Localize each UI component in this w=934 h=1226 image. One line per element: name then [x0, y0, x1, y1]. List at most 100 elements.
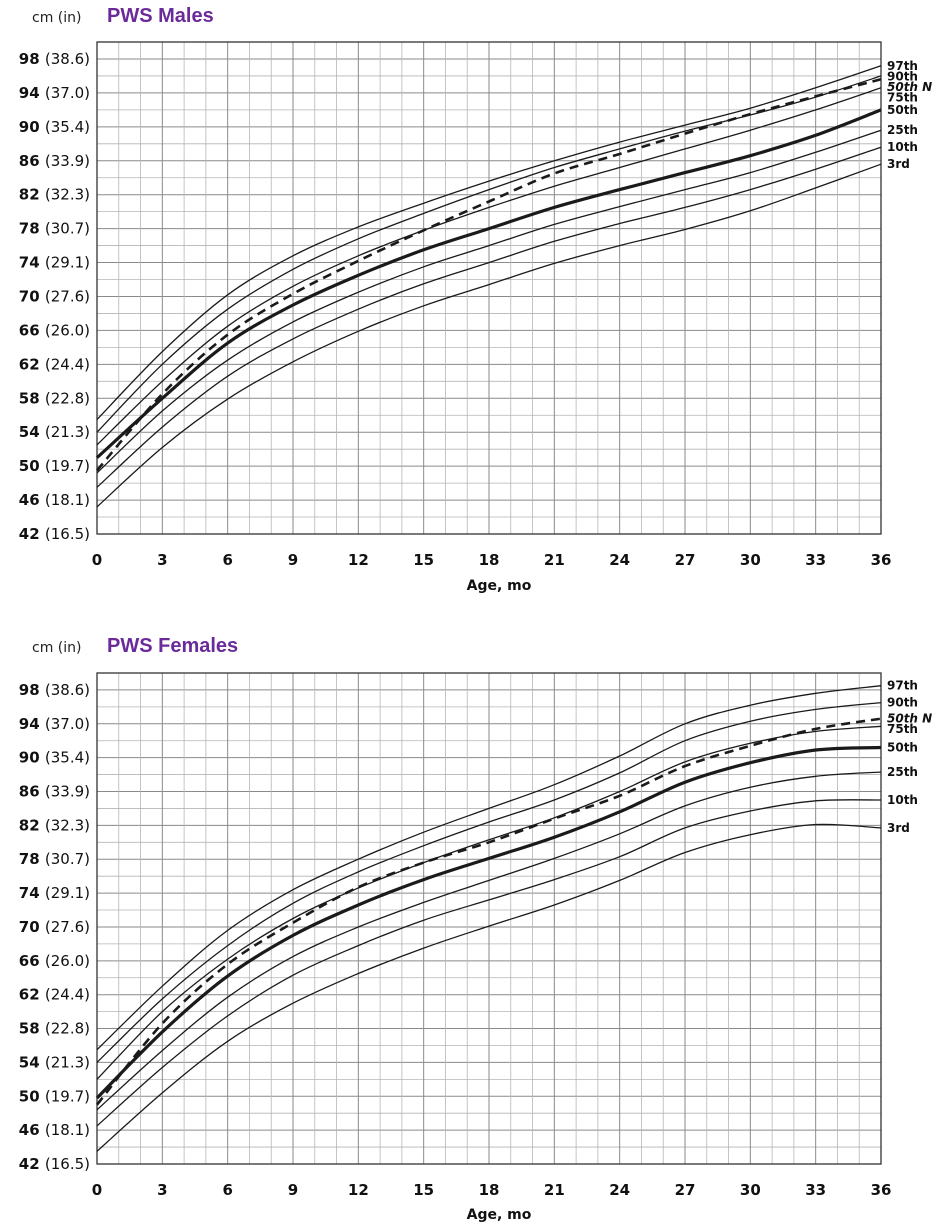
series-label: 97th — [887, 679, 918, 693]
series-line-50th-n — [96, 78, 882, 472]
y-tick-label: 98 (38.6) — [19, 681, 90, 699]
x-tick-label: 27 — [675, 551, 696, 569]
unit-label: cm (in) — [32, 640, 81, 656]
y-tick-label: 86 (33.9) — [19, 152, 90, 170]
y-tick-label: 90 (35.4) — [19, 749, 90, 767]
y-tick-label: 66 (26.0) — [19, 321, 90, 339]
series-line-90th — [96, 75, 882, 433]
series-label: 75th — [887, 90, 918, 104]
y-tick-label: 46 (18.1) — [19, 491, 90, 509]
chart-males: cm (in) PWS Males 98 (38.6) 94 (37.0) 90 (35… — [19, 5, 932, 594]
series-label: 50th — [887, 103, 918, 117]
x-tick-label: 9 — [288, 1181, 298, 1199]
grid — [96, 672, 882, 1165]
y-tick-label: 82 (32.3) — [19, 186, 90, 204]
y-tick-label: 98 (38.6) — [19, 50, 90, 68]
y-tick-label: 94 (37.0) — [19, 715, 90, 733]
plot-frame — [96, 41, 882, 535]
series-label: 50th N — [887, 712, 932, 726]
series-line-50th-n — [95, 717, 882, 1106]
x-tick-label: 36 — [871, 1181, 892, 1199]
x-tick-label: 21 — [544, 551, 565, 569]
grid — [96, 41, 882, 535]
series-line-25th — [96, 771, 882, 1111]
x-tick-label: 27 — [675, 1181, 696, 1199]
x-tick-label: 24 — [609, 551, 630, 569]
y-tick-label: 62 (24.4) — [19, 355, 90, 373]
y-tick-label: 54 (21.3) — [19, 423, 90, 441]
series-label: 97th — [887, 59, 918, 73]
x-tick-label: 36 — [871, 551, 892, 569]
x-tick-label: 12 — [348, 551, 369, 569]
y-tick-label: 42 (16.5) — [19, 525, 90, 543]
y-tick-label: 50 (19.7) — [19, 1087, 90, 1105]
y-tick-label: 82 (32.3) — [19, 816, 90, 834]
y-tick-label: 74 (29.1) — [19, 254, 90, 272]
x-tick-label: 18 — [479, 551, 500, 569]
series-line-10th — [96, 146, 882, 488]
unit-label: cm (in) — [32, 10, 81, 26]
series-line-25th — [96, 129, 882, 474]
y-tick-label: 94 (37.0) — [19, 84, 90, 102]
series-line-97th — [96, 65, 882, 420]
y-tick-label: 78 (30.7) — [19, 850, 90, 868]
series-line-75th — [96, 725, 882, 1080]
x-tick-label: 0 — [92, 551, 102, 569]
series-line-50th — [95, 108, 882, 459]
x-tick-label: 33 — [805, 551, 826, 569]
series-line-97th — [96, 685, 882, 1051]
series-lines — [95, 65, 882, 508]
series-line-3rd — [96, 823, 882, 1152]
series-label: 25th — [887, 123, 918, 137]
x-axis-label: Age, mo — [467, 1207, 532, 1223]
chart-females: cm (in) PWS Females 98 (38.6) 94 (37.0) 90 (… — [19, 635, 932, 1223]
series-label: 75th — [887, 722, 918, 736]
x-tick-label: 9 — [288, 551, 298, 569]
y-tick-label: 86 (33.9) — [19, 783, 90, 801]
y-tick-label: 70 (27.6) — [19, 287, 90, 305]
x-tick-label: 24 — [609, 1181, 630, 1199]
y-tick-label: 78 (30.7) — [19, 220, 90, 238]
series-line-10th — [96, 799, 882, 1127]
series-line-75th — [96, 87, 882, 446]
y-tick-label: 74 (29.1) — [19, 884, 90, 902]
chart-title: PWS Males — [107, 5, 214, 27]
series-label: 90th — [887, 696, 918, 710]
x-tick-label: 18 — [479, 1181, 500, 1199]
series-label: 10th — [887, 793, 918, 807]
x-tick-label: 15 — [413, 1181, 434, 1199]
y-tick-label: 46 (18.1) — [19, 1121, 90, 1139]
series-label: 25th — [887, 765, 918, 779]
plot-frame — [96, 672, 882, 1165]
x-tick-label: 30 — [740, 551, 761, 569]
x-tick-label: 6 — [222, 551, 232, 569]
series-label: 3rd — [887, 821, 910, 835]
y-tick-label: 50 (19.7) — [19, 457, 90, 475]
x-axis-label: Age, mo — [467, 578, 532, 594]
x-tick-label: 3 — [157, 1181, 167, 1199]
y-tick-label: 58 (22.8) — [19, 1020, 90, 1038]
x-tick-label: 30 — [740, 1181, 761, 1199]
y-tick-label: 58 (22.8) — [19, 389, 90, 407]
y-tick-label: 62 (24.4) — [19, 986, 90, 1004]
x-tick-label: 15 — [413, 551, 434, 569]
series-line-3rd — [96, 163, 882, 508]
y-tick-label: 70 (27.6) — [19, 918, 90, 936]
series-label: 50th N — [887, 80, 932, 94]
series-line-90th — [96, 701, 882, 1063]
series-label: 50th — [887, 740, 918, 754]
x-tick-label: 33 — [805, 1181, 826, 1199]
y-tick-label: 66 (26.0) — [19, 952, 90, 970]
series-line-50th — [95, 745, 882, 1100]
series-label: 10th — [887, 140, 918, 154]
x-tick-label: 3 — [157, 551, 167, 569]
x-tick-label: 6 — [222, 1181, 232, 1199]
x-tick-label: 0 — [92, 1181, 102, 1199]
y-tick-label: 90 (35.4) — [19, 118, 90, 136]
x-tick-label: 21 — [544, 1181, 565, 1199]
x-tick-label: 12 — [348, 1181, 369, 1199]
chart-title: PWS Females — [107, 635, 238, 657]
y-tick-label: 42 (16.5) — [19, 1155, 90, 1173]
y-tick-label: 54 (21.3) — [19, 1053, 90, 1071]
series-label: 90th — [887, 69, 918, 83]
